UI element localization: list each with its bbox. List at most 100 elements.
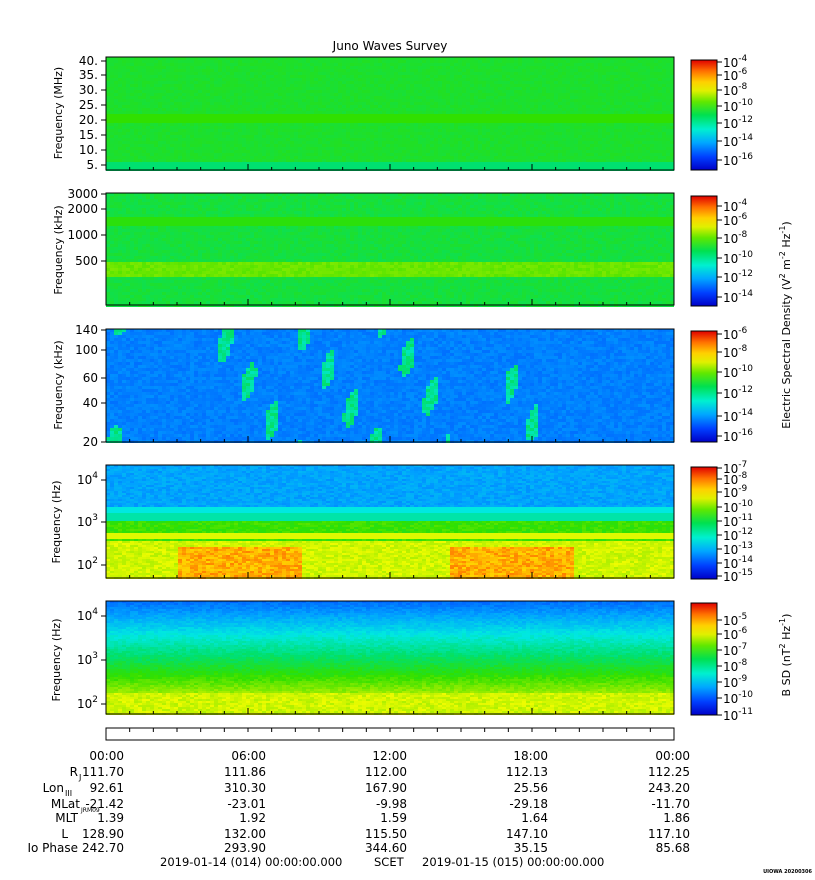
heat-cell (658, 63, 662, 66)
heat-cell (158, 75, 162, 78)
heat-cell (430, 69, 434, 72)
heat-cell (254, 72, 258, 75)
heat-cell (598, 63, 602, 66)
heat-cell (378, 69, 382, 72)
heat-cell (318, 66, 322, 69)
heat-cell (154, 66, 158, 69)
heat-cell (570, 69, 574, 72)
heat-cell (178, 78, 182, 81)
heat-cell (522, 78, 526, 81)
heat-cell (298, 84, 302, 87)
heat-cell (158, 60, 162, 63)
heat-cell (478, 60, 482, 63)
heat-cell (394, 63, 398, 66)
heat-cell (594, 81, 598, 84)
heat-cell (310, 78, 314, 81)
heat-cell (426, 69, 430, 72)
heat-cell (426, 81, 430, 84)
heat-cell (370, 63, 374, 66)
heat-cell (222, 60, 226, 63)
heat-cell (534, 81, 538, 84)
heat-cell (330, 69, 334, 72)
heat-cell (414, 72, 418, 75)
heat-cell (470, 84, 474, 87)
heat-cell (110, 78, 114, 81)
heat-cell (346, 72, 350, 75)
heat-cell (302, 60, 306, 63)
heat-cell (158, 66, 162, 69)
heat-cell (318, 60, 322, 63)
heat-cell (598, 60, 602, 63)
heat-cell (594, 66, 598, 69)
heat-cell (422, 84, 426, 87)
heat-cell (278, 75, 282, 78)
heat-cell (406, 78, 410, 81)
heat-cell (658, 60, 662, 63)
heat-cell (606, 60, 610, 63)
heat-cell (170, 63, 174, 66)
heat-cell (466, 60, 470, 63)
heat-cell (362, 75, 366, 78)
heat-cell (506, 60, 510, 63)
heat-cell (258, 63, 262, 66)
heat-cell (530, 84, 534, 87)
heat-cell (646, 81, 650, 84)
heat-cell (310, 81, 314, 84)
heat-cell (330, 60, 334, 63)
heat-cell (626, 63, 630, 66)
heat-cell (190, 87, 194, 90)
heat-cell (546, 84, 550, 87)
heat-cell (426, 75, 430, 78)
heat-cell (226, 75, 230, 78)
heat-cell (398, 66, 402, 69)
heat-cell (162, 60, 166, 63)
heat-cell (542, 72, 546, 75)
heat-cell (346, 66, 350, 69)
heat-cell (498, 66, 502, 69)
heat-cell (230, 81, 234, 84)
heat-cell (114, 72, 118, 75)
heat-cell (390, 63, 394, 66)
heat-cell (318, 81, 322, 84)
heat-cell (118, 66, 122, 69)
heat-cell (554, 75, 558, 78)
heat-cell (290, 69, 294, 72)
heat-cell (658, 78, 662, 81)
heat-cell (590, 78, 594, 81)
heat-cell (550, 81, 554, 84)
heat-cell (150, 60, 154, 63)
heat-cell (306, 84, 310, 87)
heat-cell (558, 81, 562, 84)
heat-cell (446, 69, 450, 72)
heat-cell (462, 75, 466, 78)
heat-cell (402, 81, 406, 84)
heat-cell (442, 81, 446, 84)
heat-cell (618, 63, 622, 66)
heat-cell (562, 60, 566, 63)
heat-cell (606, 69, 610, 72)
heat-cell (434, 72, 438, 75)
heat-cell (198, 66, 202, 69)
heat-cell (450, 69, 454, 72)
heat-cell (586, 66, 590, 69)
heat-cell (186, 81, 190, 84)
heat-cell (622, 63, 626, 66)
heat-cell (518, 84, 522, 87)
heat-cell (306, 60, 310, 63)
heat-cell (466, 66, 470, 69)
heat-cell (194, 78, 198, 81)
heat-cell (570, 84, 574, 87)
heat-cell (618, 60, 622, 63)
heat-cell (338, 84, 342, 87)
heat-cell (234, 60, 238, 63)
heat-cell (370, 69, 374, 72)
heat-cell (422, 66, 426, 69)
heat-cell (150, 78, 154, 81)
heat-cell (446, 75, 450, 78)
heat-cell (546, 72, 550, 75)
heat-cell (438, 84, 442, 87)
heat-cell (566, 75, 570, 78)
heat-cell (298, 75, 302, 78)
heat-cell (110, 72, 114, 75)
heat-cell (290, 72, 294, 75)
